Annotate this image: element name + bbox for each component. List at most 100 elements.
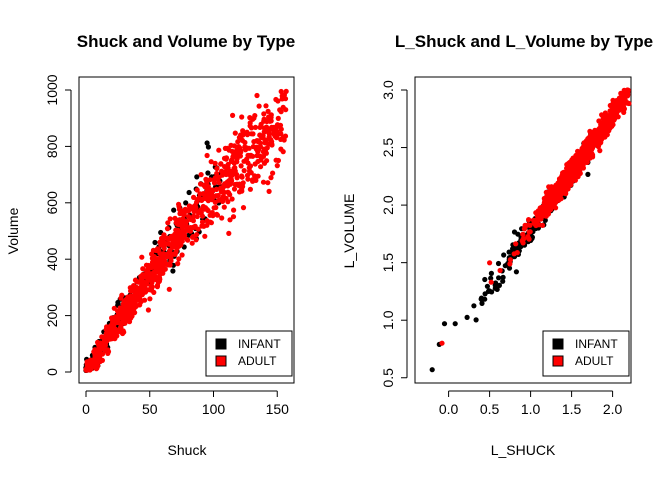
point-adult (239, 173, 245, 179)
point-adult (118, 320, 124, 326)
point-adult (548, 195, 554, 201)
point-adult (507, 257, 513, 263)
point-adult (194, 232, 200, 238)
point-adult (237, 145, 243, 151)
point-adult (177, 238, 183, 244)
point-adult (606, 128, 612, 134)
point-adult (121, 329, 127, 335)
point-adult (247, 123, 253, 129)
point-adult (231, 207, 237, 213)
point-adult (208, 194, 214, 200)
point-adult (279, 93, 285, 99)
legend-swatch-infant (215, 338, 227, 350)
point-infant (170, 268, 176, 274)
point-adult (99, 351, 106, 357)
point-adult (254, 92, 260, 99)
point-adult (511, 251, 517, 257)
point-adult (216, 147, 222, 153)
point-adult (117, 326, 123, 332)
point-adult (150, 257, 156, 263)
point-adult (526, 229, 532, 235)
y-tick-label: 2.5 (380, 138, 396, 158)
point-adult (167, 216, 173, 222)
point-adult (107, 336, 113, 342)
point-adult (566, 175, 573, 181)
point-adult (221, 155, 228, 161)
point-adult (585, 137, 591, 143)
point-adult (172, 215, 178, 221)
point-adult (280, 149, 286, 155)
point-adult (181, 212, 187, 218)
point-infant (542, 217, 548, 223)
point-adult (207, 212, 213, 218)
point-adult (99, 357, 105, 363)
x-tick-label: 1.5 (562, 401, 582, 417)
point-infant (204, 140, 210, 146)
point-adult (227, 217, 233, 223)
point-adult (153, 262, 159, 268)
point-adult (247, 186, 253, 192)
point-adult (203, 195, 209, 202)
point-adult (192, 223, 198, 229)
point-adult (221, 182, 227, 188)
point-infant (152, 239, 158, 246)
point-adult (129, 309, 135, 315)
panel-lshuck-lvolume: L_Shuck and L_Volume by Type L_SHUCK L_V… (341, 32, 653, 458)
point-adult (145, 307, 151, 313)
point-adult (256, 103, 262, 109)
legend-swatch-adult (552, 355, 564, 367)
point-adult (261, 116, 267, 122)
point-adult (216, 180, 222, 186)
point-adult (131, 305, 137, 311)
point-infant (452, 321, 458, 327)
point-adult (247, 115, 253, 121)
point-adult (615, 98, 621, 104)
point-adult (231, 170, 237, 176)
point-adult (597, 127, 603, 134)
point-adult (214, 165, 220, 172)
point-infant (473, 317, 479, 323)
point-adult (173, 249, 179, 255)
y-ticks: 0 200 400 600 800 1000 (44, 74, 72, 376)
point-adult (280, 104, 286, 110)
point-adult (624, 100, 630, 106)
point-adult (176, 256, 182, 262)
plot-frame (78, 76, 295, 384)
point-infant (171, 207, 177, 213)
point-adult (202, 233, 208, 239)
point-adult (580, 165, 587, 171)
point-adult (105, 349, 112, 355)
point-adult (240, 180, 246, 186)
point-adult (218, 161, 224, 167)
point-adult (231, 152, 237, 158)
point-adult (255, 139, 261, 145)
point-adult (597, 133, 603, 139)
point-adult (225, 199, 231, 205)
point-infant (205, 170, 211, 176)
point-adult (118, 295, 124, 301)
point-infant (492, 285, 498, 291)
point-adult (200, 203, 206, 210)
chart-title: Shuck and Volume by Type (77, 32, 296, 51)
point-adult (507, 261, 513, 267)
y-tick-label: 600 (44, 191, 60, 215)
y-tick-label: 0.5 (380, 368, 396, 388)
point-adult (250, 144, 256, 150)
point-adult (439, 340, 445, 346)
point-adult (266, 131, 272, 137)
chart-title: L_Shuck and L_Volume by Type (395, 32, 653, 51)
point-adult (282, 133, 289, 139)
point-adult (552, 204, 558, 210)
point-adult (225, 189, 231, 195)
point-adult (537, 205, 543, 211)
point-adult (526, 236, 532, 242)
point-adult (179, 218, 185, 224)
point-adult (558, 196, 564, 202)
point-adult (234, 156, 240, 162)
points (83, 88, 289, 373)
point-adult (247, 168, 253, 174)
point-adult (275, 115, 281, 121)
legend-label-infant: INFANT (238, 337, 281, 351)
legend-swatch-adult (215, 355, 227, 367)
point-adult (576, 158, 583, 164)
